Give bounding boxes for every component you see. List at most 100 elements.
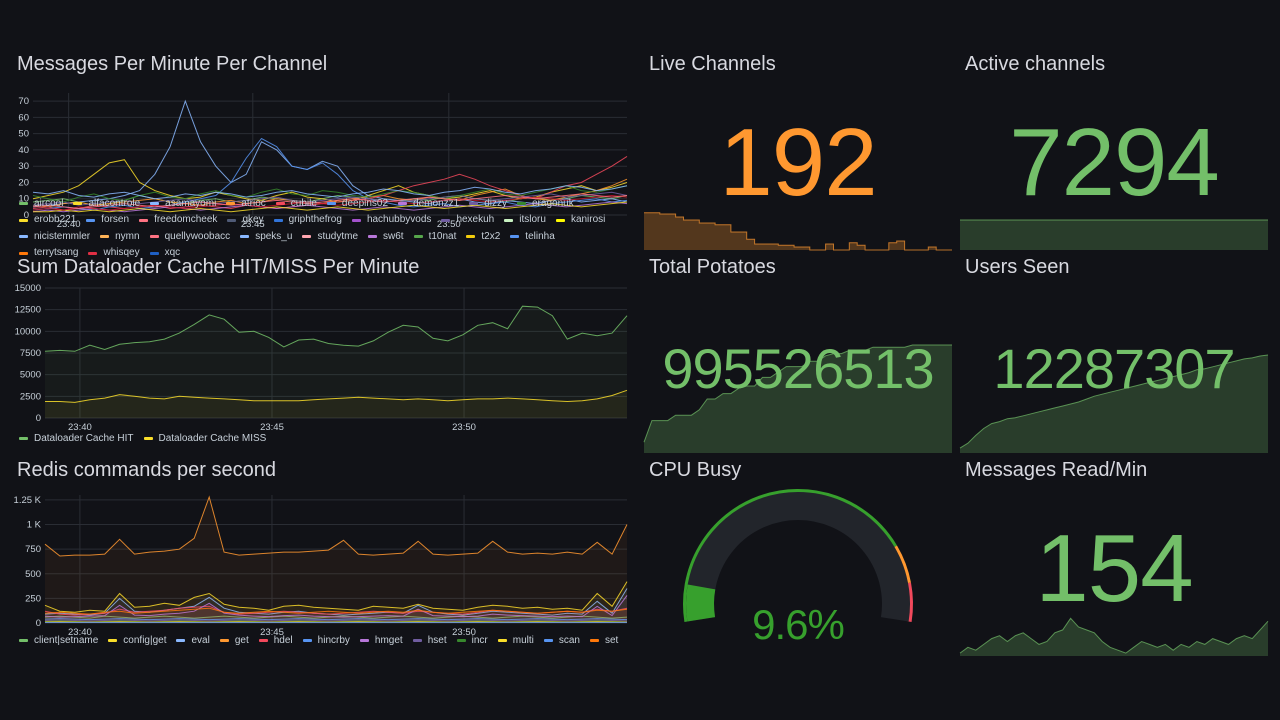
panel-messages-read: Messages Read/Min 154 — [959, 459, 1269, 656]
legend-item[interactable]: quellywoobacc — [149, 229, 230, 245]
legend-item[interactable]: speks_u — [240, 229, 292, 245]
legend-swatch — [273, 218, 283, 222]
legend-item[interactable]: hmget — [359, 633, 403, 649]
live-channels-sparkline — [644, 212, 952, 251]
legend-item[interactable]: set — [589, 633, 618, 649]
legend-item[interactable]: Dataloader Cache HIT — [19, 431, 134, 447]
series-line-dataloader-cache-hit[interactable] — [44, 305, 628, 352]
x-tick-label: 23:45 — [260, 627, 284, 638]
y-tick-label: 30 — [18, 161, 29, 172]
series-line-set[interactable] — [44, 607, 628, 615]
series-line-dizzy[interactable] — [32, 191, 628, 206]
legend-item[interactable]: Dataloader Cache MISS — [143, 431, 266, 447]
legend-swatch — [326, 202, 336, 205]
panel-live-channels: Live Channels 192 — [644, 53, 952, 251]
panel-title: Messages Read/Min — [965, 459, 1148, 481]
x-tick-label: 23:45 — [241, 219, 265, 230]
legend-swatch — [469, 202, 479, 205]
legend-item[interactable]: xqc — [149, 245, 181, 261]
legend-swatch — [510, 235, 520, 238]
series-line-hset[interactable] — [44, 619, 628, 622]
legend-item[interactable]: gkey — [227, 212, 264, 228]
legend-swatch — [19, 218, 28, 222]
series-line-config-get[interactable] — [44, 581, 628, 613]
legend-swatch — [227, 218, 237, 222]
chart-legend: Dataloader Cache HIT Dataloader Cache MIS… — [19, 430, 629, 447]
y-tick-label: 15000 — [15, 283, 41, 294]
legend-swatch — [275, 202, 285, 205]
series-line-erobb221[interactable] — [33, 201, 628, 213]
series-line-asamayomi[interactable] — [32, 99, 628, 208]
legend-label: sw6t — [383, 230, 404, 242]
legend-item[interactable]: eragonuk — [517, 196, 574, 212]
x-tick-label: 23:40 — [57, 219, 81, 230]
legend-item[interactable]: forsen — [86, 212, 129, 228]
x-tick-label: 23:50 — [452, 627, 476, 638]
legend-item[interactable]: hset — [412, 633, 447, 649]
legend-item[interactable]: nymn — [100, 229, 140, 245]
legend-label: Dataloader Cache HIT — [34, 432, 134, 444]
legend-item[interactable]: hachubbyvods — [351, 212, 432, 228]
legend-item[interactable]: atrioc — [226, 196, 266, 212]
legend-item[interactable]: studytme — [302, 229, 358, 245]
legend-item[interactable]: erobb221 — [19, 212, 76, 228]
series-line-hincrby[interactable] — [44, 618, 628, 621]
legend-swatch — [456, 639, 466, 642]
legend-item[interactable]: whisqey — [88, 245, 140, 261]
legend-item[interactable]: dizzy — [469, 196, 507, 212]
legend-item[interactable]: hincrby — [302, 633, 350, 649]
legend-item[interactable]: aircool — [19, 196, 63, 212]
series-line-gkey[interactable] — [32, 193, 628, 210]
legend-item[interactable]: griphthefrog — [273, 212, 342, 228]
legend-item[interactable]: nicistemmler — [19, 229, 90, 245]
legend-item[interactable]: itsloru — [504, 212, 546, 228]
legend-swatch — [19, 202, 28, 205]
legend-item[interactable]: deepins02 — [326, 196, 388, 212]
legend-item[interactable]: hexekuh — [441, 212, 494, 228]
legend-item[interactable]: sw6t — [368, 229, 404, 245]
series-line-eragonuk[interactable] — [32, 185, 628, 203]
legend-label: itsloru — [519, 214, 546, 225]
series-line-get[interactable] — [44, 495, 628, 557]
series-line-hmget[interactable] — [44, 595, 628, 618]
gauge-threshold-orange — [893, 545, 911, 584]
legend-item[interactable]: alfacontrole — [73, 196, 140, 212]
legend-item[interactable]: t10nat — [413, 229, 456, 245]
series-line-forsen[interactable] — [32, 185, 628, 200]
x-tick-label: 23:40 — [68, 627, 92, 638]
panel-users-seen: Users Seen 12287307 — [959, 256, 1269, 453]
legend-label: atrioc — [241, 197, 266, 209]
legend-label: t2x2 — [481, 230, 501, 242]
legend-item[interactable]: terrytsang — [19, 245, 78, 261]
legend-item[interactable]: incr — [456, 633, 488, 649]
legend-label: hdel — [273, 634, 293, 646]
cache-chart[interactable]: 0 2500 5000 7500 10000 12500 15000 23:40 23:45 23… — [15, 283, 629, 434]
series-line-dataloader-cache-miss[interactable] — [45, 389, 628, 403]
redis-chart[interactable]: 0 250 500 750 1 K 1.25 K 23:40 23:45 23:50 — [14, 491, 629, 641]
legend-label: alfacontrole — [88, 197, 141, 209]
legend-item[interactable]: kanirosi — [555, 212, 605, 228]
legend-item[interactable]: freedomcheek — [139, 212, 217, 228]
legend-item[interactable]: telinha — [510, 229, 555, 245]
messages-read-value: 154 — [1035, 515, 1193, 622]
legend-label: freedomcheek — [154, 214, 218, 225]
legend-label: eval — [191, 634, 210, 646]
legend-item[interactable]: cubile — [275, 196, 317, 212]
legend-label: xqc — [164, 247, 181, 258]
legend-item[interactable]: demonzz1 — [398, 196, 459, 212]
legend-swatch — [150, 202, 160, 205]
legend-item[interactable]: eval — [176, 633, 210, 649]
legend-item[interactable]: t2x2 — [466, 229, 500, 245]
legend-item[interactable]: hdel — [258, 633, 293, 649]
legend-item[interactable]: config|get — [108, 633, 166, 649]
legend-item[interactable]: get — [219, 633, 249, 649]
legend-swatch — [412, 639, 422, 642]
legend-item[interactable]: multi — [497, 633, 534, 649]
x-tick-label: 23:50 — [437, 219, 461, 230]
legend-label: whisqey — [103, 247, 140, 258]
legend-item[interactable]: asamayomi — [150, 196, 216, 212]
legend-label: hachubbyvods — [366, 214, 432, 225]
y-tick-label: 10 — [18, 194, 29, 205]
legend-item[interactable]: scan — [543, 633, 580, 649]
legend-item[interactable]: client|setname — [19, 633, 98, 649]
